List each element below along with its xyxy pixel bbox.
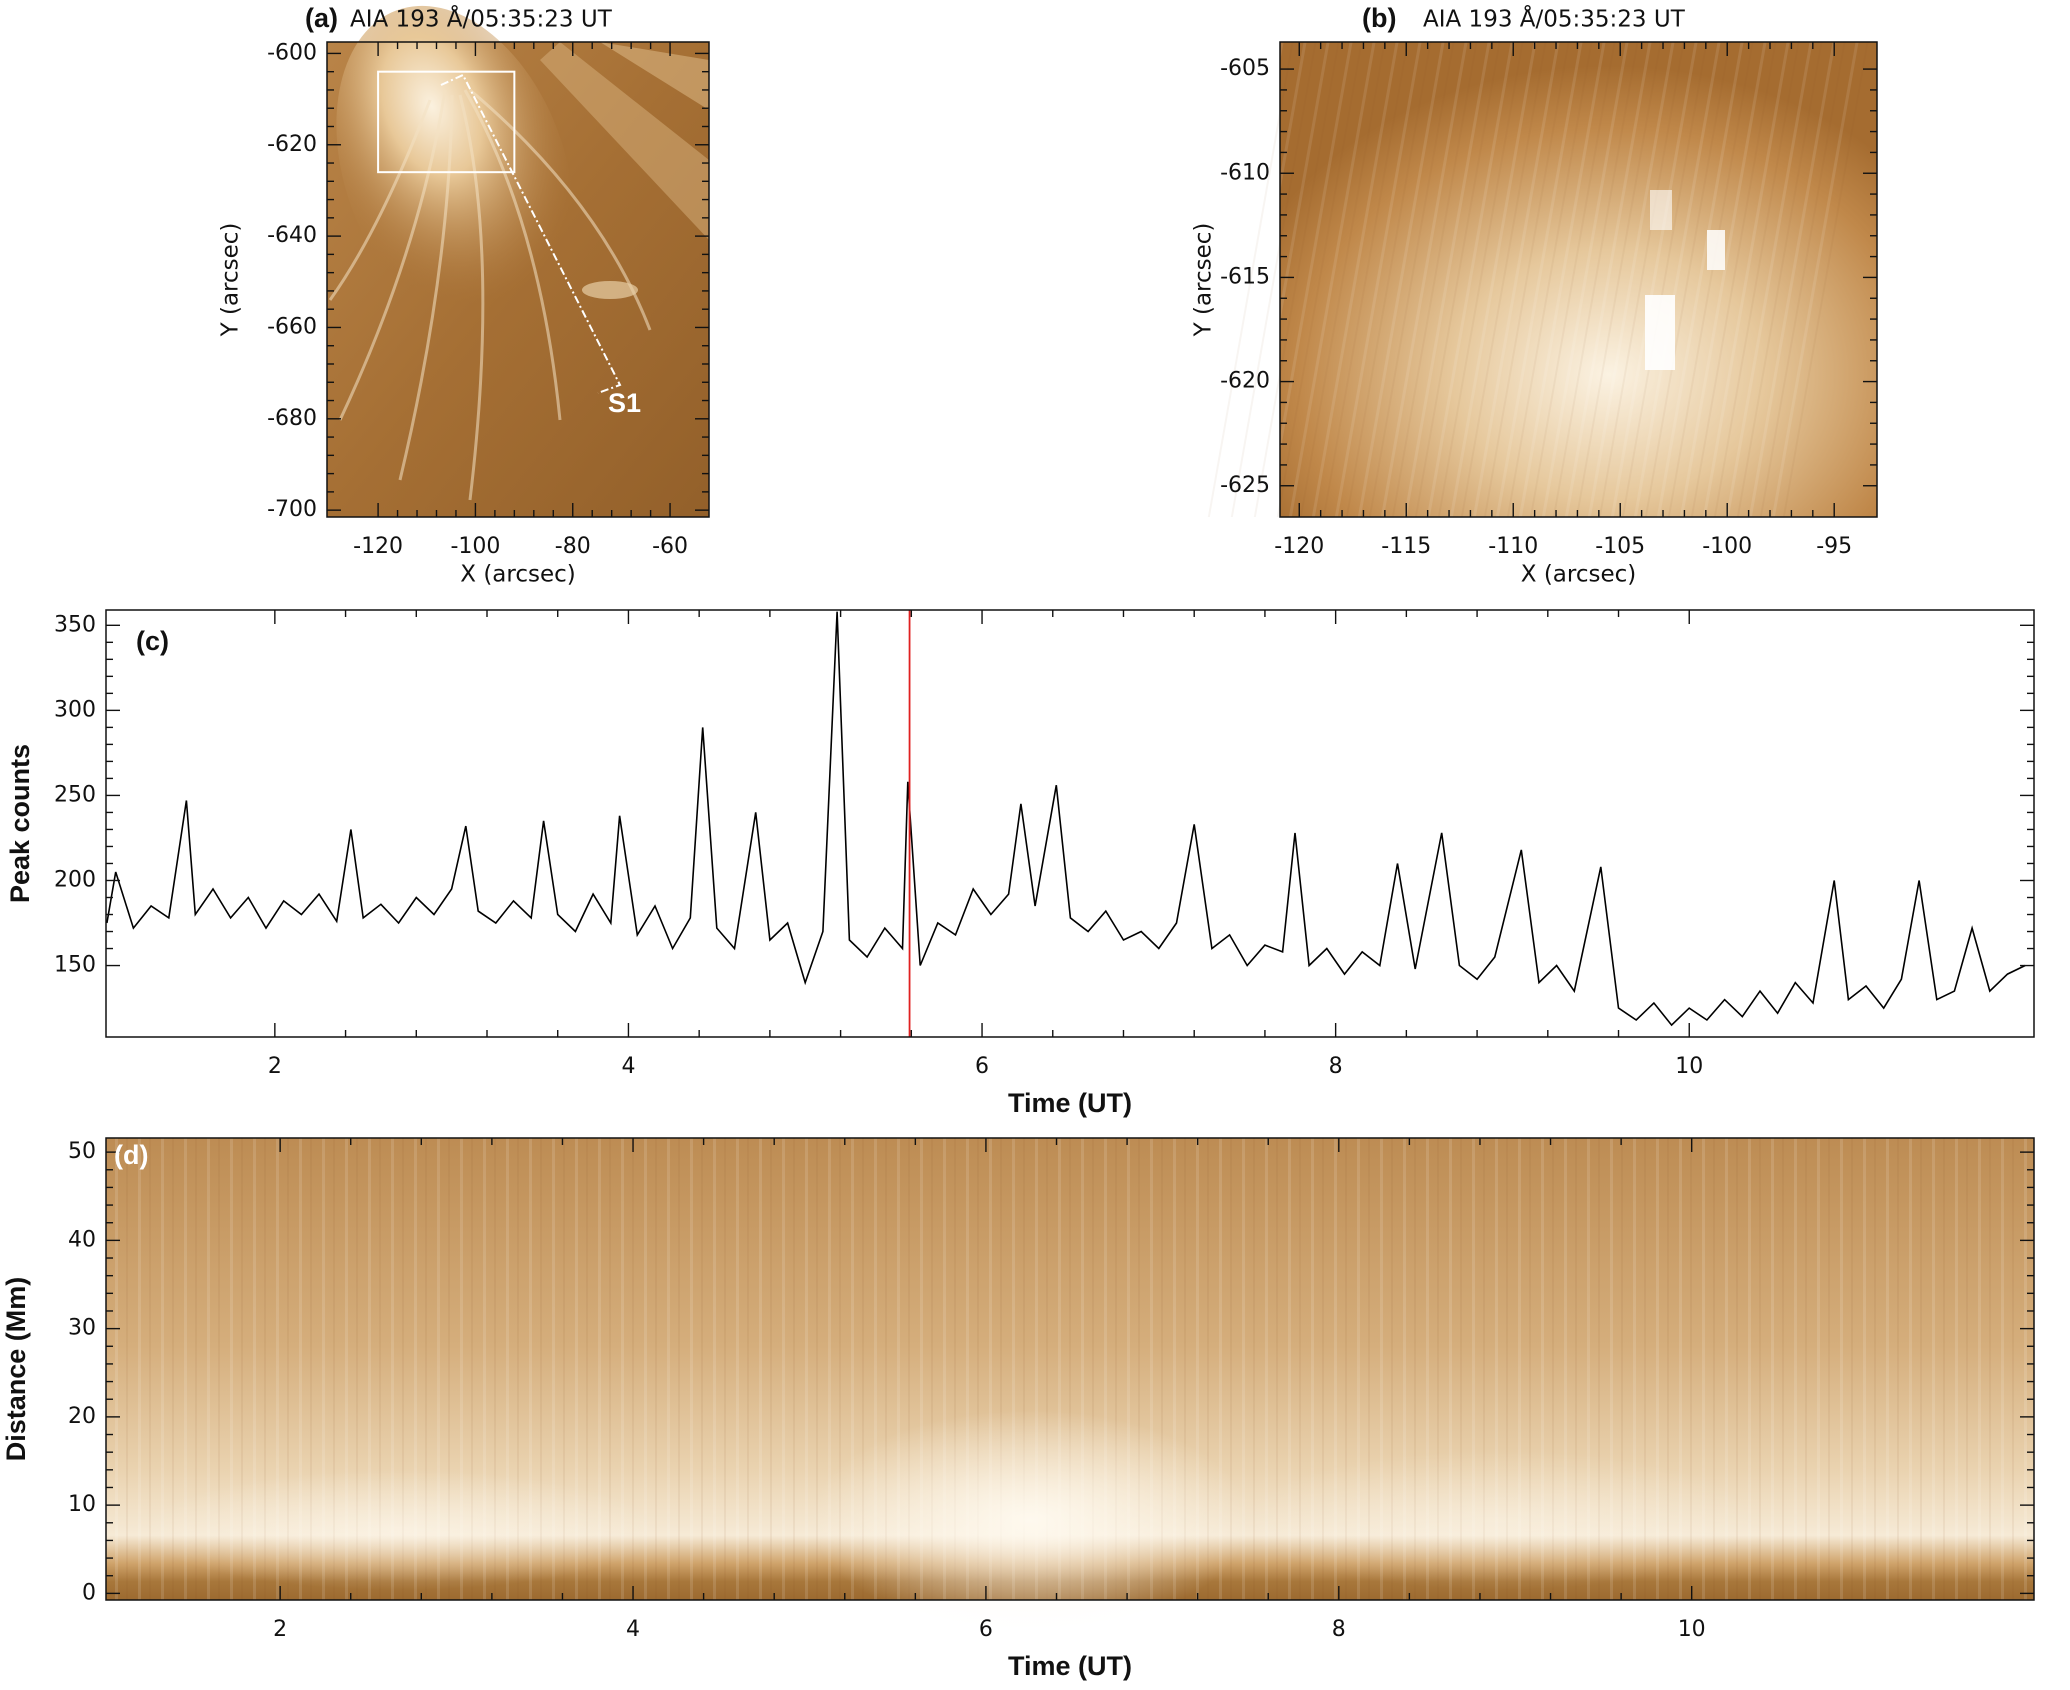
plot-frame [1279,41,1878,518]
y-tick-label: 20 [68,1404,96,1429]
y-tick-label: 40 [68,1227,96,1252]
y-tick-label: -605 [1220,56,1270,81]
y-tick-label: 250 [54,782,96,807]
y-tick-label: 150 [54,953,96,978]
x-tick-label: -100 [450,534,500,559]
x-tick-label: 6 [979,1617,993,1642]
panel-label: (b) [1362,3,1396,33]
y-tick-label: -615 [1220,264,1270,289]
x-tick-label: 2 [273,1617,287,1642]
x-tick-label: -80 [555,534,591,559]
plot-frame [105,1137,2035,1601]
zoom-box [377,70,516,174]
y-tick-label: -600 [267,40,317,65]
y-tick-label: 30 [68,1316,96,1341]
x-tick-label: -105 [1595,534,1645,559]
panel-title: AIA 193 Å/05:35:23 UT [1423,5,1686,33]
y-tick-label: -620 [267,132,317,157]
image-b [1188,42,1877,517]
x-tick-label: 10 [1678,1617,1706,1642]
annotation: S1 [608,388,641,418]
panel-label: (a) [305,3,338,33]
y-tick-label: -620 [1220,369,1270,394]
x-tick-label: -115 [1381,534,1431,559]
x-tick-label: -110 [1488,534,1538,559]
panel-label: (d) [114,1140,148,1170]
x-axis-label: Time (UT) [1008,1651,1132,1681]
image-d [106,1138,2034,1630]
y-tick-label: 350 [54,612,96,637]
x-tick-label: 2 [268,1054,282,1079]
y-tick-label: 200 [54,867,96,892]
y-tick-label: -700 [267,497,317,522]
x-tick-label: 8 [1329,1054,1343,1079]
data-line [106,611,2026,1027]
plot-frame [326,41,710,518]
y-tick-label: 10 [68,1492,96,1517]
x-tick-label: -60 [652,534,688,559]
x-axis-label: Time (UT) [1008,1088,1132,1118]
x-tick-label: 10 [1675,1054,1703,1079]
x-tick-label: 8 [1332,1617,1346,1642]
panel-title: AIA 193 Å/05:35:23 UT [350,5,613,33]
x-tick-label: 4 [621,1054,635,1079]
x-axis-label: X (arcsec) [1521,562,1636,588]
x-tick-label: 4 [626,1617,640,1642]
y-tick-label: -640 [267,223,317,248]
y-tick-label: 50 [68,1139,96,1164]
y-tick-label: -680 [267,406,317,431]
y-axis-label: Peak counts [5,744,35,903]
y-tick-label: -610 [1220,160,1270,185]
y-tick-label: -660 [267,314,317,339]
x-tick-label: -120 [1274,534,1324,559]
y-tick-label: 0 [82,1580,96,1605]
y-axis-label: Y (arcsec) [218,223,244,338]
x-tick-label: 6 [975,1054,989,1079]
x-tick-label: -95 [1816,534,1852,559]
x-axis-label: X (arcsec) [460,562,575,588]
image-a [327,5,709,517]
y-tick-label: -625 [1220,473,1270,498]
y-axis-label: Y (arcsec) [1191,223,1217,338]
y-axis-label: Distance (Mm) [1,1277,31,1462]
y-tick-label: 300 [54,697,96,722]
x-tick-label: -120 [353,534,403,559]
x-tick-label: -100 [1702,534,1752,559]
plot-frame [105,609,2035,1038]
panel-label: (c) [136,626,169,656]
